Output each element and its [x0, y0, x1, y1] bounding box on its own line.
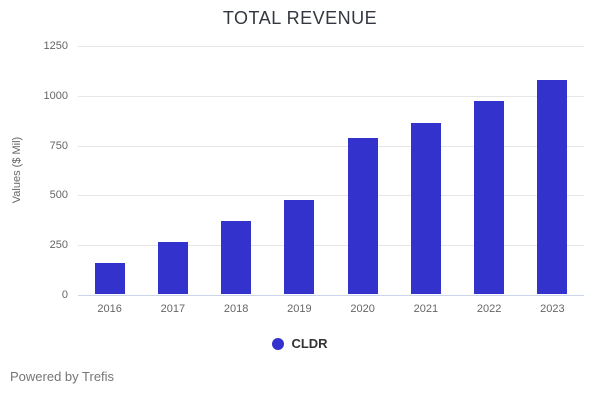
y-tick-1250: 1250	[43, 40, 68, 52]
bar-2020[interactable]	[347, 137, 378, 294]
gridline-1000	[78, 95, 584, 97]
bar-2021[interactable]	[410, 122, 441, 294]
x-tick-2020: 2020	[350, 303, 375, 315]
bar-2016[interactable]	[94, 263, 125, 294]
y-tick-1000: 1000	[43, 89, 68, 102]
x-axis-line	[78, 295, 584, 296]
x-tick-2016: 2016	[97, 303, 122, 315]
y-tick-250: 250	[49, 239, 68, 252]
gridline-1250	[78, 46, 584, 47]
x-tick-2019: 2019	[287, 303, 312, 315]
legend-marker-icon	[272, 337, 285, 350]
x-tick-2023: 2023	[540, 303, 565, 315]
powered-by-trefis: Powered by Trefis	[10, 369, 115, 384]
plot-area: 0 250 500 750 1000 1250 2016 2017 2018 2019 2020 20…	[44, 41, 584, 315]
x-tick-2017: 2017	[160, 303, 186, 315]
gridline-500	[78, 195, 584, 197]
gridline-750	[78, 145, 584, 147]
y-tick-500: 500	[49, 189, 68, 202]
bar-2018[interactable]	[221, 221, 252, 294]
gridline-250	[78, 245, 584, 247]
chart-title: TOTAL REVENUE	[222, 8, 378, 28]
bar-2023[interactable]	[537, 79, 568, 294]
legend-label: CLDR	[291, 336, 328, 351]
x-tick-2022: 2022	[476, 303, 502, 315]
bar-2022[interactable]	[474, 100, 505, 294]
legend-item-cldr[interactable]: CLDR	[0, 336, 600, 351]
y-tick-0: 0	[61, 289, 68, 301]
bar-2019[interactable]	[284, 200, 315, 294]
bar-2017[interactable]	[157, 242, 188, 294]
x-tick-2021: 2021	[413, 303, 439, 315]
x-tick-2018: 2018	[223, 303, 249, 315]
y-tick-750: 750	[49, 139, 68, 152]
